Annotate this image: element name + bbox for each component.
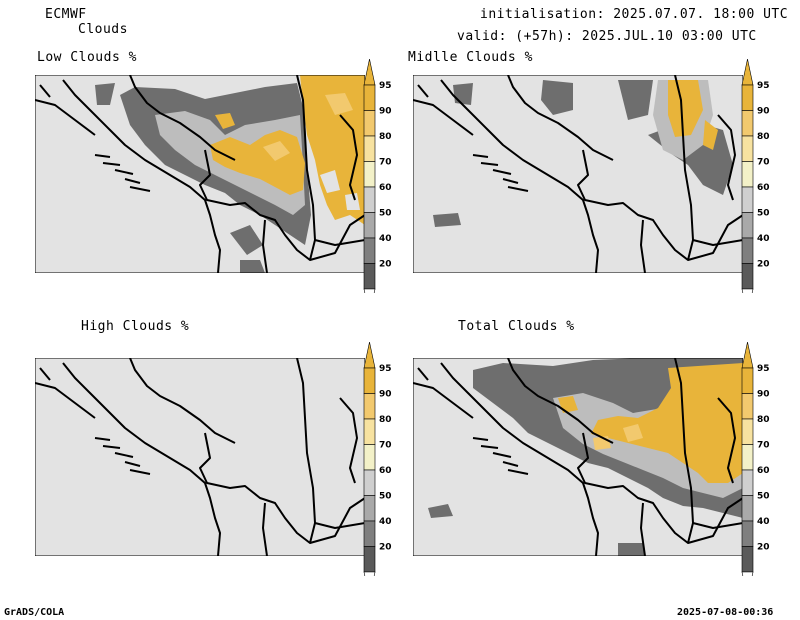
colorbar-high: 95 90 80 70 60 50 40 20 (363, 341, 392, 576)
colorbar-label: 95 (757, 81, 770, 91)
colorbar-segment (741, 444, 754, 471)
colorbar-label: 70 (379, 158, 392, 168)
colorbar-label: 90 (379, 107, 392, 117)
colorbar-segment (741, 469, 754, 496)
colorbar-label: 70 (379, 441, 392, 451)
model-label: ECMWF (45, 7, 87, 22)
colorbar-segment (363, 237, 376, 264)
colorbar-segment (363, 546, 376, 573)
colorbar-top-arrow (363, 341, 376, 369)
map-total-clouds (413, 358, 743, 556)
colorbar-segment (363, 186, 376, 213)
panel-title-low: Low Clouds % (37, 50, 137, 65)
panel-title-total: Total Clouds % (458, 319, 575, 334)
colorbar-label: 90 (757, 390, 770, 400)
colorbar-label: 40 (379, 517, 392, 527)
colorbar-segment (741, 393, 754, 420)
colorbar-label: 50 (379, 492, 392, 502)
initialisation-label: initialisation: 2025.07.07. 18:00 UTC (480, 7, 789, 22)
colorbar-label: 20 (379, 543, 392, 553)
colorbar-label: 80 (379, 415, 392, 425)
colorbar-segment (363, 444, 376, 471)
colorbar-segment (741, 520, 754, 547)
colorbar-label: 40 (757, 234, 770, 244)
colorbar-label: 90 (379, 390, 392, 400)
colorbar-bottom-arrow (363, 571, 376, 576)
map-low-clouds (35, 75, 365, 273)
colorbar-segment (741, 546, 754, 573)
colorbar-label: 60 (757, 183, 770, 193)
map-high-clouds (35, 358, 365, 556)
panel-title-middle: Midlle Clouds % (408, 50, 533, 65)
country-borders (35, 75, 365, 273)
colorbar-segment (363, 161, 376, 188)
colorbar-label: 20 (379, 260, 392, 270)
colorbar-label: 20 (757, 543, 770, 553)
colorbar-segment (363, 263, 376, 290)
colorbar-label: 90 (757, 107, 770, 117)
colorbar-segment (363, 418, 376, 445)
parameter-label: Clouds (78, 22, 128, 37)
colorbar-label: 60 (757, 466, 770, 476)
colorbar-segment (741, 263, 754, 290)
colorbar-bottom-arrow (363, 288, 376, 293)
colorbar-segment (363, 135, 376, 162)
colorbar-label: 80 (379, 132, 392, 142)
islands (39, 84, 151, 192)
colorbar-label: 50 (379, 209, 392, 219)
islands (417, 367, 529, 475)
colorbar-segment (741, 367, 754, 394)
colorbar-segment (741, 110, 754, 137)
colorbar-label: 95 (757, 364, 770, 374)
colorbar-segment (363, 393, 376, 420)
country-borders (413, 75, 743, 273)
colorbar-middle: 95 90 80 70 60 50 40 20 (741, 58, 770, 293)
colorbar-segment (363, 84, 376, 111)
colorbar-label: 80 (757, 132, 770, 142)
footer-timestamp: 2025-07-08-00:36 (677, 607, 774, 618)
panel-title-high: High Clouds % (81, 319, 190, 334)
colorbar-label: 20 (757, 260, 770, 270)
country-borders (413, 358, 743, 556)
colorbar-label: 95 (379, 364, 392, 374)
colorbar-segment (363, 212, 376, 239)
colorbar-segment (363, 469, 376, 496)
colorbar-segment (741, 495, 754, 522)
colorbar-segment (363, 495, 376, 522)
islands (417, 84, 529, 192)
colorbar-label: 40 (757, 517, 770, 527)
colorbar-label: 40 (379, 234, 392, 244)
footer-software: GrADS/COLA (4, 607, 65, 618)
colorbar-low: 95 90 80 70 60 50 40 20 (363, 58, 392, 293)
colorbar-label: 80 (757, 415, 770, 425)
colorbar-segment (741, 84, 754, 111)
colorbar-segment (741, 161, 754, 188)
colorbar-segment (741, 237, 754, 264)
colorbar-bottom-arrow (741, 571, 754, 576)
colorbar-bottom-arrow (741, 288, 754, 293)
colorbar-segment (363, 520, 376, 547)
country-borders (35, 358, 365, 556)
colorbar-total: 95 90 80 70 60 50 40 20 (741, 341, 770, 576)
colorbar-label: 70 (757, 158, 770, 168)
colorbar-segment (363, 367, 376, 394)
colorbar-label: 95 (379, 81, 392, 91)
colorbar-label: 60 (379, 183, 392, 193)
map-middle-clouds (413, 75, 743, 273)
colorbar-top-arrow (363, 58, 376, 86)
colorbar-label: 60 (379, 466, 392, 476)
colorbar-top-arrow (741, 341, 754, 369)
colorbar-segment (741, 418, 754, 445)
colorbar-segment (741, 135, 754, 162)
colorbar-top-arrow (741, 58, 754, 86)
valid-label: valid: (+57h): 2025.JUL.10 03:00 UTC (457, 29, 757, 44)
colorbar-label: 70 (757, 441, 770, 451)
colorbar-segment (741, 186, 754, 213)
colorbar-label: 50 (757, 209, 770, 219)
colorbar-segment (741, 212, 754, 239)
colorbar-label: 50 (757, 492, 770, 502)
islands (39, 367, 151, 475)
colorbar-segment (363, 110, 376, 137)
